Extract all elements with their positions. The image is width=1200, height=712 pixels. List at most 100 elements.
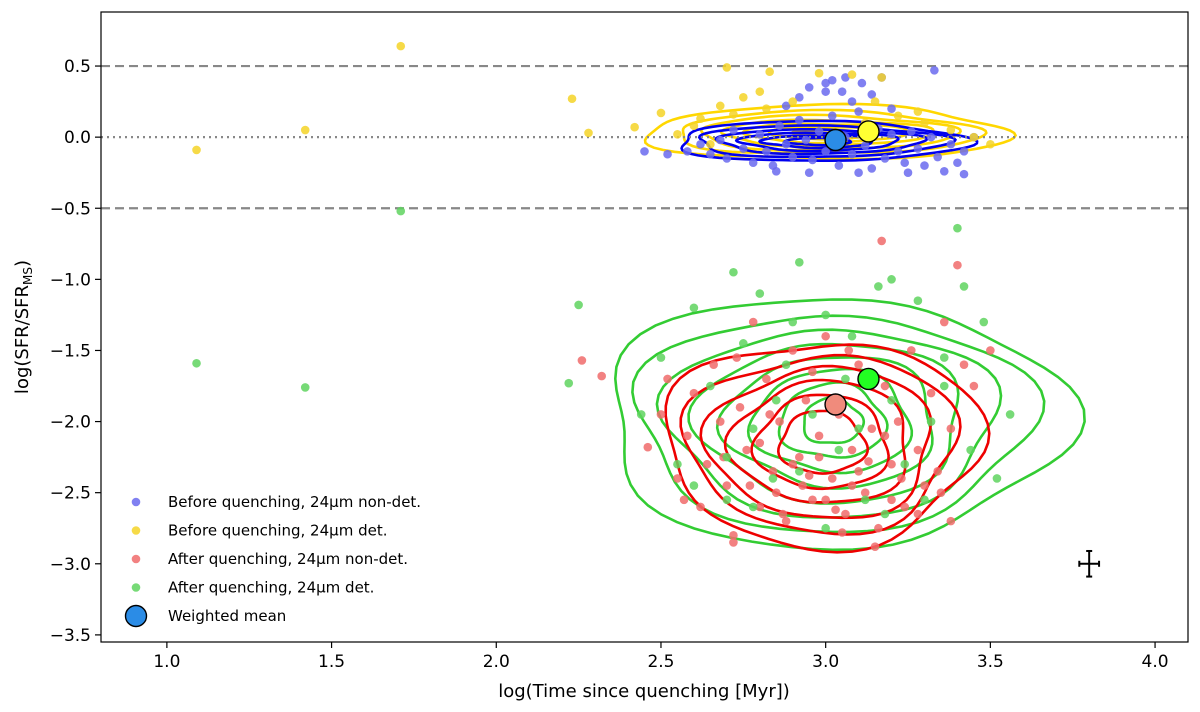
series-2-point-75 [663, 374, 672, 384]
series-2-point-62 [798, 481, 807, 490]
series-1-point-10 [630, 122, 639, 132]
series-2-point-78 [844, 346, 854, 355]
series-0-point-27 [880, 154, 890, 163]
series-1-point-0 [192, 145, 201, 155]
series-2-point-46 [953, 260, 962, 270]
series-3-point-36 [771, 395, 781, 405]
series-3-point-19 [821, 310, 830, 320]
contour-after-2-level-3 [687, 342, 960, 505]
y-tick-label: −1.0 [50, 270, 91, 290]
plot-frame [100, 11, 1189, 643]
series-1-point-6 [814, 68, 824, 78]
series-2-point-3 [656, 410, 666, 419]
series-2-point-25 [814, 431, 824, 441]
series-2-point-68 [745, 481, 755, 490]
series-1-point-2 [396, 41, 406, 51]
series-3-point-33 [1005, 410, 1015, 419]
y-tick-label: −3.5 [50, 626, 91, 646]
series-1-point-13 [696, 114, 705, 123]
series-0-point-44 [821, 78, 830, 88]
series-2-point-4 [673, 474, 682, 483]
y-tick-label: 0.5 [64, 57, 91, 77]
legend-label-4: Weighted mean [168, 607, 286, 625]
series-3-point-27 [926, 417, 936, 426]
series-2-point-26 [821, 331, 830, 341]
series-3-point-46 [788, 317, 798, 327]
legend-marker-weighted-mean [124, 604, 148, 628]
series-0-point-51 [887, 104, 896, 114]
series-2-point-27 [827, 474, 837, 483]
series-2-point-10 [715, 417, 725, 426]
x-tick-label: 1.5 [318, 652, 345, 672]
series-1-point-29 [755, 87, 765, 96]
series-3-point-32 [992, 474, 1002, 483]
series-3-point-1 [300, 383, 310, 392]
contour-after-2-level-0 [613, 298, 1086, 552]
series-2-point-61 [831, 505, 840, 515]
series-0-point-39 [959, 147, 969, 156]
series-3-point-3 [564, 378, 574, 388]
series-2-point-19 [775, 417, 784, 426]
x-tick-label: 4.0 [1142, 652, 1169, 672]
series-0-point-24 [860, 141, 870, 150]
series-2-point-42 [926, 388, 936, 398]
series-0-point-3 [715, 135, 725, 145]
series-3-point-35 [821, 523, 830, 533]
series-3-point-15 [768, 474, 778, 483]
series-2-point-30 [847, 445, 857, 455]
series-0-point-4 [722, 154, 732, 163]
series-1-point-15 [739, 93, 748, 102]
series-0-point-17 [814, 127, 824, 136]
series-0-point-61 [804, 168, 814, 177]
series-3-point-29 [953, 223, 962, 233]
series-0-point-60 [771, 166, 781, 176]
series-2-point-67 [880, 431, 890, 441]
series-0-point-14 [795, 115, 804, 125]
series-3-point-13 [748, 424, 758, 433]
series-3-point-24 [887, 395, 896, 405]
legend-label-3: After quenching, 24μm det. [168, 579, 374, 597]
series-3-point-8 [689, 303, 699, 313]
weighted-mean-before_det [857, 120, 880, 143]
legend-label-0: Before quenching, 24μm non-det. [168, 493, 421, 511]
series-2-point-44 [939, 317, 949, 327]
series-2-point-6 [689, 388, 699, 398]
series-2-point-45 [946, 424, 956, 433]
series-2-point-71 [936, 488, 946, 497]
contour-after-2-level-1 [631, 314, 1046, 534]
series-2-point-49 [870, 542, 880, 552]
series-0-point-58 [903, 168, 913, 177]
series-0-point-53 [841, 73, 850, 82]
series-2-point-17 [762, 374, 771, 384]
series-0-point-32 [913, 144, 923, 153]
y-axis-label: log(SFR/SFRMS) [12, 260, 35, 394]
series-2-point-22 [795, 452, 804, 462]
series-2-point-33 [867, 424, 877, 433]
series-1-point-11 [656, 108, 666, 118]
series-2-point-58 [755, 438, 765, 448]
series-3-point-2 [396, 206, 406, 216]
series-0-point-47 [847, 97, 857, 106]
series-2-point-50 [729, 538, 738, 547]
series-2-point-79 [732, 353, 742, 362]
series-2-point-57 [854, 467, 863, 476]
series-2-point-34 [874, 523, 883, 533]
y-axis-label-sub: MS [21, 267, 35, 285]
series-0-point-42 [795, 93, 804, 102]
series-2-point-38 [900, 502, 910, 512]
series-2-point-60 [814, 452, 824, 462]
series-3-point-42 [748, 502, 758, 512]
series-2-point-18 [768, 467, 778, 476]
series-0-point-56 [640, 147, 649, 156]
series-2-point-76 [946, 516, 956, 526]
weighted-mean-before_non_det [824, 128, 847, 152]
series-2-point-31 [854, 360, 863, 369]
series-2-point-8 [702, 459, 712, 469]
series-0-point-54 [930, 66, 939, 75]
legend-marker-3 [131, 583, 141, 592]
series-0-point-5 [729, 125, 738, 135]
series-2-point-37 [893, 417, 903, 426]
series-2-point-12 [729, 531, 738, 540]
series-0-point-9 [762, 147, 771, 156]
